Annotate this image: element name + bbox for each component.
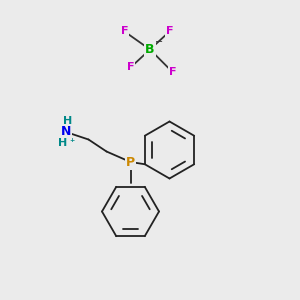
Text: B: B xyxy=(145,43,155,56)
Text: H: H xyxy=(63,116,72,126)
Text: N: N xyxy=(61,125,71,139)
Text: F: F xyxy=(166,26,173,37)
Text: P: P xyxy=(126,155,135,169)
Text: F: F xyxy=(169,67,176,77)
Text: F: F xyxy=(127,62,134,73)
Text: F: F xyxy=(121,26,128,37)
Text: H: H xyxy=(58,137,68,148)
Text: ⁺: ⁺ xyxy=(69,137,75,148)
Text: −: − xyxy=(155,37,164,47)
